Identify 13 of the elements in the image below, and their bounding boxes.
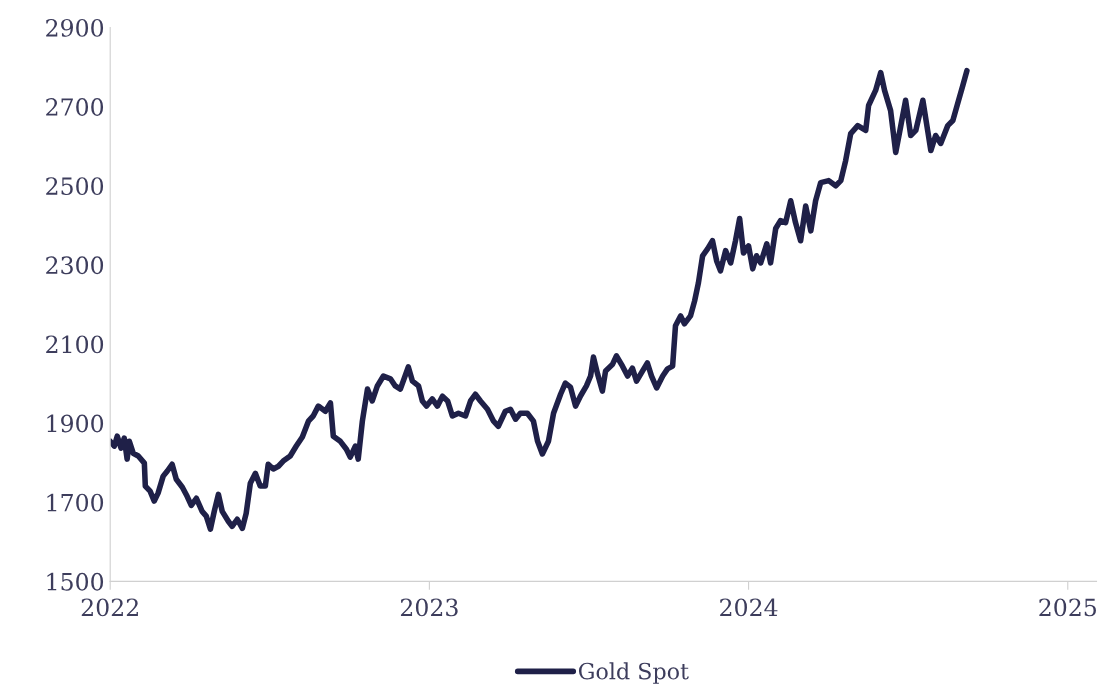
x-tick-label: 2023 [400, 598, 458, 617]
y-tick-label: 2500 [46, 177, 104, 196]
y-tick-label: 2100 [46, 335, 104, 354]
x-tick-label: 2022 [81, 598, 138, 617]
y-tick-label: 1900 [47, 414, 104, 433]
x-tick-label: 2024 [720, 598, 778, 617]
x-tick-label: 2025 [1039, 598, 1096, 617]
y-tick-label: 1700 [47, 493, 104, 512]
legend-label: Gold Spot [578, 662, 689, 684]
y-tick-label: 1500 [47, 572, 104, 591]
y-tick-label: 2900 [46, 18, 104, 37]
y-tick-label: 2700 [46, 98, 104, 116]
y-tick-label: 2300 [46, 256, 104, 275]
